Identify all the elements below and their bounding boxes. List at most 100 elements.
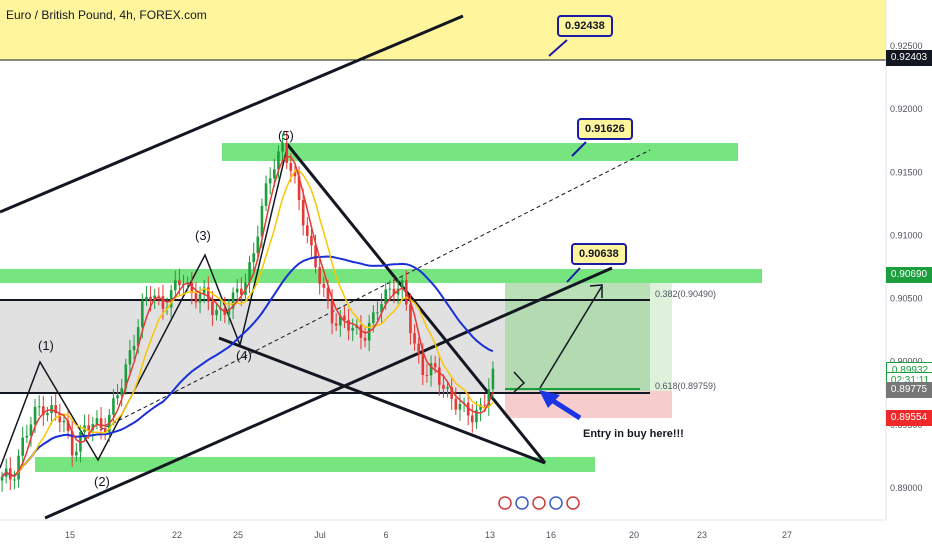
- dashed-trend-line: [99, 149, 651, 431]
- y-tick-label: 0.90500: [890, 294, 923, 304]
- uk-flag-icon-2: [566, 496, 580, 510]
- green-zone-0.9163: [222, 143, 738, 161]
- candle-body: [29, 424, 33, 436]
- candle-body: [417, 343, 420, 354]
- entry-annotation: Entry in buy here!!!: [583, 428, 684, 440]
- wave-label-2: (2): [94, 474, 110, 489]
- candle-body: [326, 287, 330, 301]
- candle-body: [343, 315, 346, 321]
- candle-body: [211, 301, 214, 316]
- candle-body: [458, 403, 462, 410]
- wave-label-5: (5): [278, 128, 294, 143]
- candle-body: [17, 455, 20, 480]
- y-tick-label: 0.91500: [890, 167, 923, 177]
- candle-body: [13, 479, 16, 481]
- candle-body: [306, 225, 309, 236]
- upper-channel-line: [0, 14, 464, 214]
- candle-body: [66, 420, 70, 432]
- x-tick-label: 23: [697, 530, 707, 540]
- right-arrow-head: [513, 371, 526, 393]
- candle-body: [50, 405, 53, 414]
- callout-pointer-3: [566, 267, 581, 283]
- candle-body: [231, 292, 235, 309]
- candle-body: [87, 425, 90, 431]
- wave-label-3: (3): [195, 228, 211, 243]
- candle-body: [112, 398, 115, 415]
- us-flag-icon-2: [549, 496, 563, 510]
- candle-body: [21, 437, 24, 456]
- candle-body: [289, 162, 293, 171]
- candle-body: [178, 280, 181, 286]
- x-tick-label: 15: [65, 530, 75, 540]
- y-tick-label: 0.89000: [890, 483, 923, 493]
- candle-body: [202, 287, 206, 295]
- candle-body: [392, 288, 396, 295]
- candle-body: [334, 323, 338, 326]
- event-icons: [498, 496, 580, 510]
- candle-body: [136, 327, 140, 346]
- blue-arrow-icon: [539, 390, 560, 408]
- candle-body: [268, 178, 272, 184]
- candle-body: [54, 405, 57, 414]
- candle-body: [0, 476, 4, 481]
- eu-flag-icon: [532, 496, 546, 510]
- candle-body: [95, 418, 99, 425]
- candle-body: [479, 404, 482, 410]
- ma-yellow-line: [1, 169, 494, 478]
- candle-body: [376, 312, 379, 314]
- candle-body: [318, 267, 321, 284]
- candle-body: [487, 389, 491, 406]
- x-tick-label: 22: [172, 530, 182, 540]
- candle-body: [141, 300, 144, 328]
- candle-body: [347, 320, 350, 331]
- candle-body: [301, 200, 305, 226]
- y-tick-label: 0.91000: [890, 230, 923, 240]
- candle-body: [380, 304, 383, 313]
- candle-body: [240, 288, 243, 295]
- callout-pointer-1: [548, 39, 568, 57]
- wave-label-1: (1): [38, 338, 54, 353]
- candle-body: [471, 415, 474, 423]
- x-tick-label: 6: [383, 530, 388, 540]
- candle-body: [293, 170, 297, 177]
- lower-channel-line: [44, 266, 613, 520]
- candle-body: [475, 409, 478, 423]
- candle-body: [248, 262, 251, 283]
- candle-body: [388, 288, 392, 290]
- candle-body: [491, 368, 495, 390]
- candle-body: [157, 295, 161, 297]
- candle-body: [33, 406, 37, 425]
- candle-body: [215, 309, 218, 316]
- target-profit-zone-extension: [650, 276, 672, 391]
- candle-body: [128, 350, 132, 365]
- candle-body: [322, 283, 326, 288]
- candle-body: [132, 345, 136, 351]
- candle-body: [260, 205, 264, 237]
- candle-body: [37, 406, 41, 408]
- candle-body: [62, 420, 66, 423]
- wave-label-4: (4): [236, 348, 252, 363]
- candle-body: [99, 418, 103, 429]
- wave-zigzag: [0, 147, 288, 469]
- candle-body: [339, 315, 342, 326]
- chart-title: Euro / British Pound, 4h, FOREX.com: [6, 8, 207, 22]
- candle-body: [429, 363, 433, 376]
- candle-body: [363, 337, 367, 341]
- candle-body: [198, 294, 202, 303]
- x-tick-label: 25: [233, 530, 243, 540]
- candle-body: [174, 280, 177, 291]
- candle-body: [330, 300, 334, 324]
- callout-0.92438: 0.92438: [557, 15, 613, 37]
- target-arrow-head: [589, 284, 603, 298]
- candle-body: [277, 151, 280, 170]
- yellow-zone: [0, 0, 886, 60]
- wedge-bottom-line: [218, 336, 546, 465]
- candle-body: [235, 288, 239, 293]
- candle-body: [285, 142, 288, 163]
- candle-body: [227, 308, 231, 316]
- candle-body: [351, 327, 354, 331]
- candle-body: [273, 169, 276, 179]
- x-tick-label: 13: [485, 530, 495, 540]
- candle-body: [25, 435, 29, 438]
